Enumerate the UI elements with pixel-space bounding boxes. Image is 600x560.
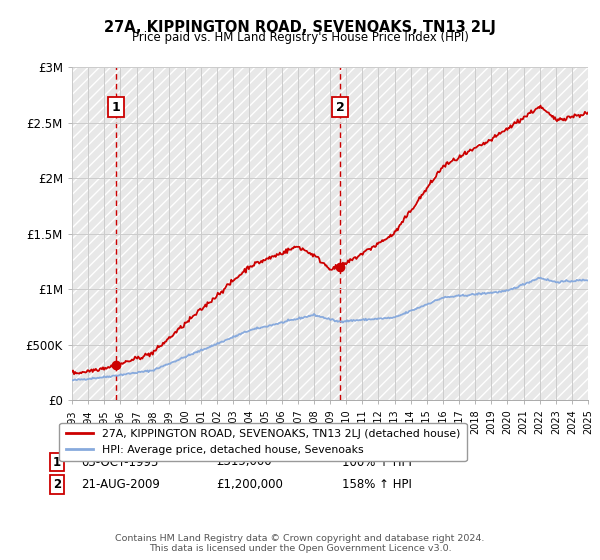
Text: £315,000: £315,000 xyxy=(216,455,272,469)
Text: 100% ↑ HPI: 100% ↑ HPI xyxy=(342,455,412,469)
Text: 27A, KIPPINGTON ROAD, SEVENOAKS, TN13 2LJ: 27A, KIPPINGTON ROAD, SEVENOAKS, TN13 2L… xyxy=(104,20,496,35)
Text: £1,200,000: £1,200,000 xyxy=(216,478,283,491)
Text: Price paid vs. HM Land Registry's House Price Index (HPI): Price paid vs. HM Land Registry's House … xyxy=(131,31,469,44)
Text: 21-AUG-2009: 21-AUG-2009 xyxy=(81,478,160,491)
Text: 03-OCT-1995: 03-OCT-1995 xyxy=(81,455,158,469)
Text: Contains HM Land Registry data © Crown copyright and database right 2024.
This d: Contains HM Land Registry data © Crown c… xyxy=(115,534,485,553)
Text: 2: 2 xyxy=(336,101,344,114)
Legend: 27A, KIPPINGTON ROAD, SEVENOAKS, TN13 2LJ (detached house), HPI: Average price, : 27A, KIPPINGTON ROAD, SEVENOAKS, TN13 2L… xyxy=(59,423,467,461)
Text: 158% ↑ HPI: 158% ↑ HPI xyxy=(342,478,412,491)
Text: 1: 1 xyxy=(112,101,121,114)
Text: 2: 2 xyxy=(53,478,61,491)
Text: 1: 1 xyxy=(53,455,61,469)
